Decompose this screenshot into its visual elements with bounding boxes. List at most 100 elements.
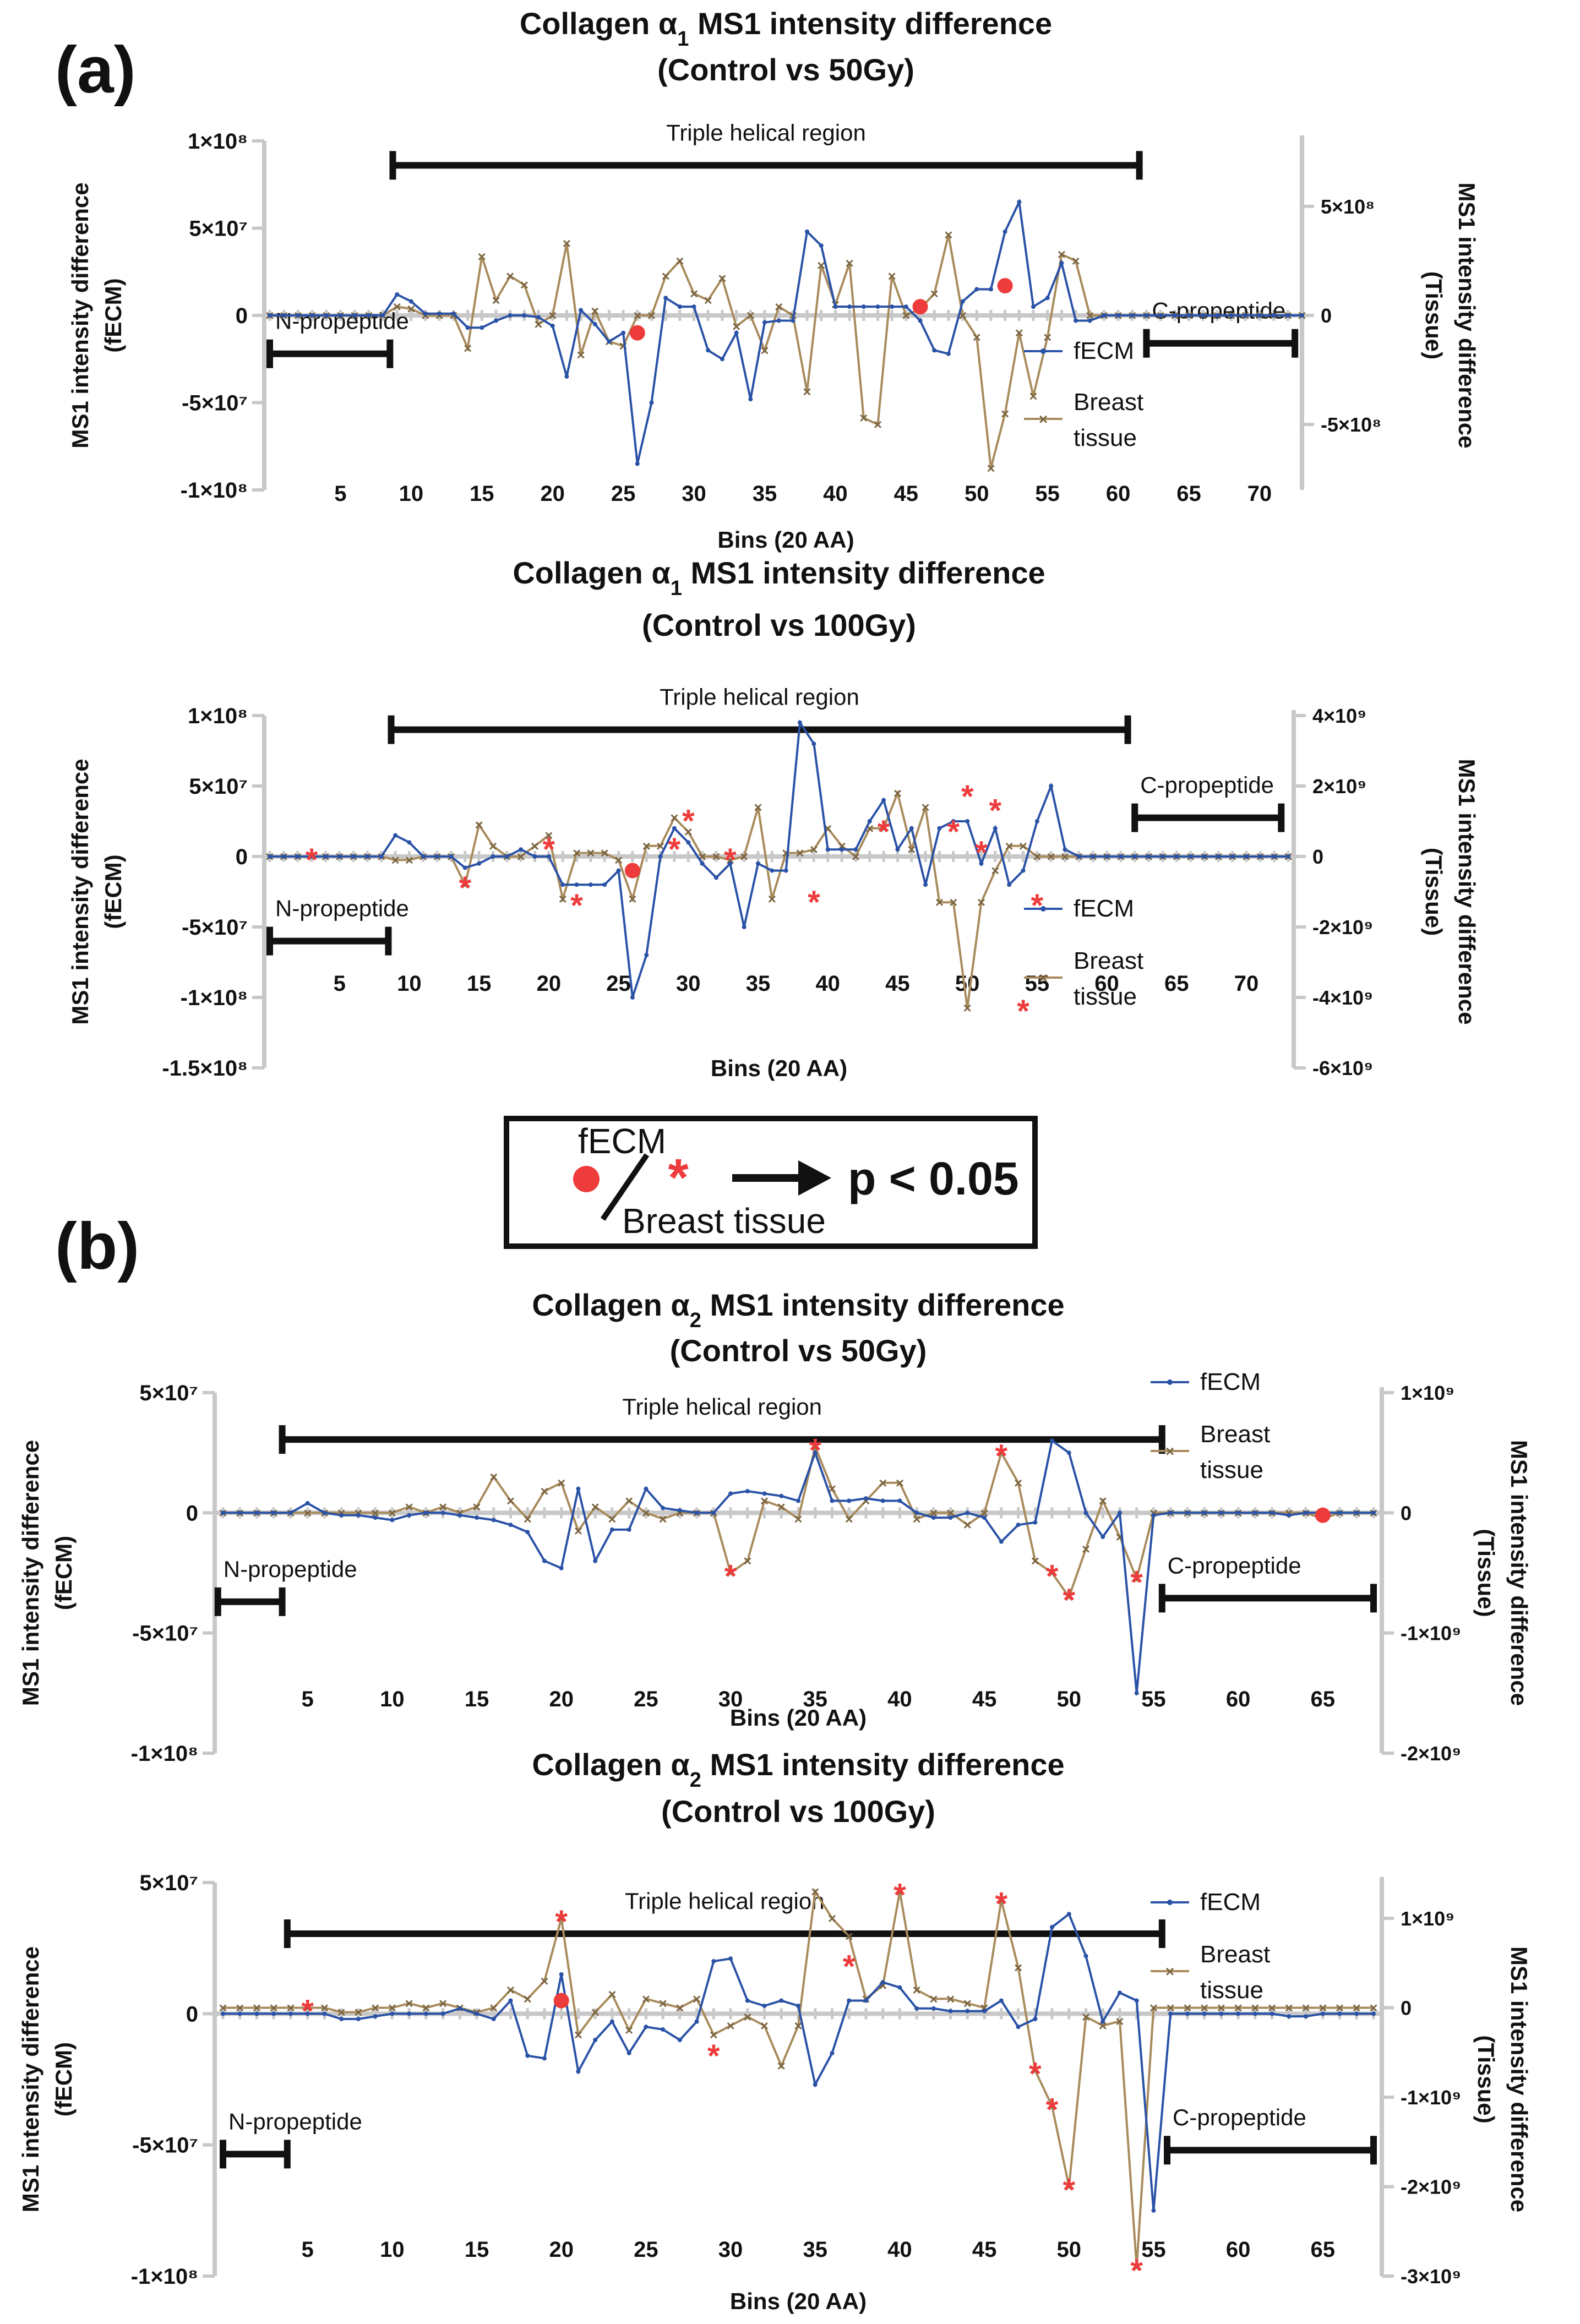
fecm-point [691,304,696,309]
x-tick-label: 65 [1311,2238,1336,2262]
fecm-point [979,861,984,866]
sig-tissue-asterisk: * [1130,2253,1143,2289]
fecm-point [863,1998,868,2003]
fecm-point [1132,854,1137,859]
x-tick-label: 55 [1035,482,1060,506]
tissue-point: × [407,301,415,317]
left-y-tick-label: 5×10⁷ [139,1381,198,1405]
tissue-point: × [574,1523,582,1539]
fecm-point [974,287,979,292]
x-tick-label: 35 [753,482,777,506]
tissue-point: × [913,1982,921,1998]
tissue-point: × [489,1469,498,1485]
x-tick-label: 15 [467,972,492,996]
x-tick-label: 40 [887,2238,912,2262]
tissue-point: × [1031,2062,1039,2078]
x-tick-label: 25 [611,482,636,506]
sig-fecm-dot [553,1993,569,2009]
region-label: N-propeptide [275,896,409,921]
fecm-point [271,2011,276,2016]
tissue-point: × [489,2000,498,2016]
right-y-axis-title-line2: (Tissue) [1421,848,1447,936]
fecm-point [1219,1510,1224,1515]
x-tick-label: 5 [302,1687,314,1711]
fecm-point [564,374,569,379]
tissue-point: × [506,1493,515,1509]
tissue-point: × [1234,2000,1243,2016]
tissue-point: × [253,2000,261,2016]
fecm-point [960,299,965,304]
tissue-point: × [642,1990,650,2007]
fecm-point [373,1515,378,1520]
tissue-point: × [811,1883,819,1900]
fecm-point [390,1518,395,1523]
region-label: C-propeptide [1140,772,1274,798]
fecm-point [1185,2011,1190,2016]
tissue-point: × [456,1504,464,1521]
fecm-point [918,318,923,323]
fecm-point [221,2011,225,2016]
tissue-point: × [388,1504,396,1521]
x-tick-label: 35 [746,972,771,996]
tissue-point: × [963,1516,972,1533]
fecm-point [1300,313,1304,318]
sig-tissue-asterisk: * [1017,994,1029,1029]
tissue-point: × [1058,246,1066,263]
fecm-point [728,1956,733,1961]
fecm-point [602,882,607,887]
tissue-point: × [991,863,999,879]
tissue-point: × [1200,2000,1208,2016]
left-y-tick-label: -5×10⁷ [182,391,248,416]
fecm-point [745,1489,750,1494]
fecm-point [909,826,914,831]
fecm-point [819,243,824,248]
tissue-point: × [893,785,902,801]
tissue-point: × [963,1000,972,1016]
fecm-point [1033,2016,1038,2021]
fecm-point [423,311,428,316]
sig-fecm-dot [624,863,640,879]
tissue-point: × [303,1504,312,1521]
fecm-point [677,304,682,309]
left-y-tick-label: -1×10⁸ [181,478,248,503]
tissue-point: × [907,841,916,858]
fecm-point [830,2050,835,2055]
fecm-point [268,313,272,318]
right-y-tick-label: -5×10⁸ [1321,413,1381,436]
fecm-point [635,461,640,466]
chart-title-line2: (Control vs 100Gy) [642,608,916,642]
right-y-axis-title-line2: (Tissue) [1421,271,1447,359]
tissue-point: × [591,1498,600,1515]
tissue-point: × [557,1475,565,1491]
fecm-point [542,1558,547,1563]
fecm-point [390,2011,395,2016]
tissue-point: × [608,1510,616,1527]
key-arrow-head-icon [798,1160,831,1196]
tissue-point: × [913,1510,921,1527]
tissue-point: × [559,891,567,907]
fecm-point [661,2027,666,2032]
fecm-point [677,1508,682,1513]
x-tick-label: 10 [399,482,424,506]
fecm-point [322,2011,327,2016]
fecm-point [1236,2011,1241,2016]
left-y-axis-title: MS1 intensity difference (fECM) [67,759,126,1024]
tissue-point: × [817,257,825,274]
sig-tissue-asterisk: * [809,1432,821,1468]
fecm-point [1158,313,1163,318]
tissue-point: × [1369,2000,1377,2016]
tissue-point: × [874,416,882,433]
fecm-point [626,1527,631,1532]
right-y-axis-title-line2: (Tissue) [1473,1529,1499,1617]
x-tick-label: 65 [1164,972,1189,996]
fecm-point [1270,1510,1274,1515]
fecm-point [365,854,370,859]
fecm-point [1100,2019,1105,2024]
fecm-point [830,1498,835,1503]
left-y-tick-label: 0 [236,304,248,328]
x-tick-label: 35 [803,1687,827,1711]
fecm-point [457,2006,462,2011]
significance-key-box: fECM * Breast tissue p < 0.05 [504,1116,1038,1249]
fecm-point [593,2038,598,2042]
tissue-point: × [601,845,609,861]
